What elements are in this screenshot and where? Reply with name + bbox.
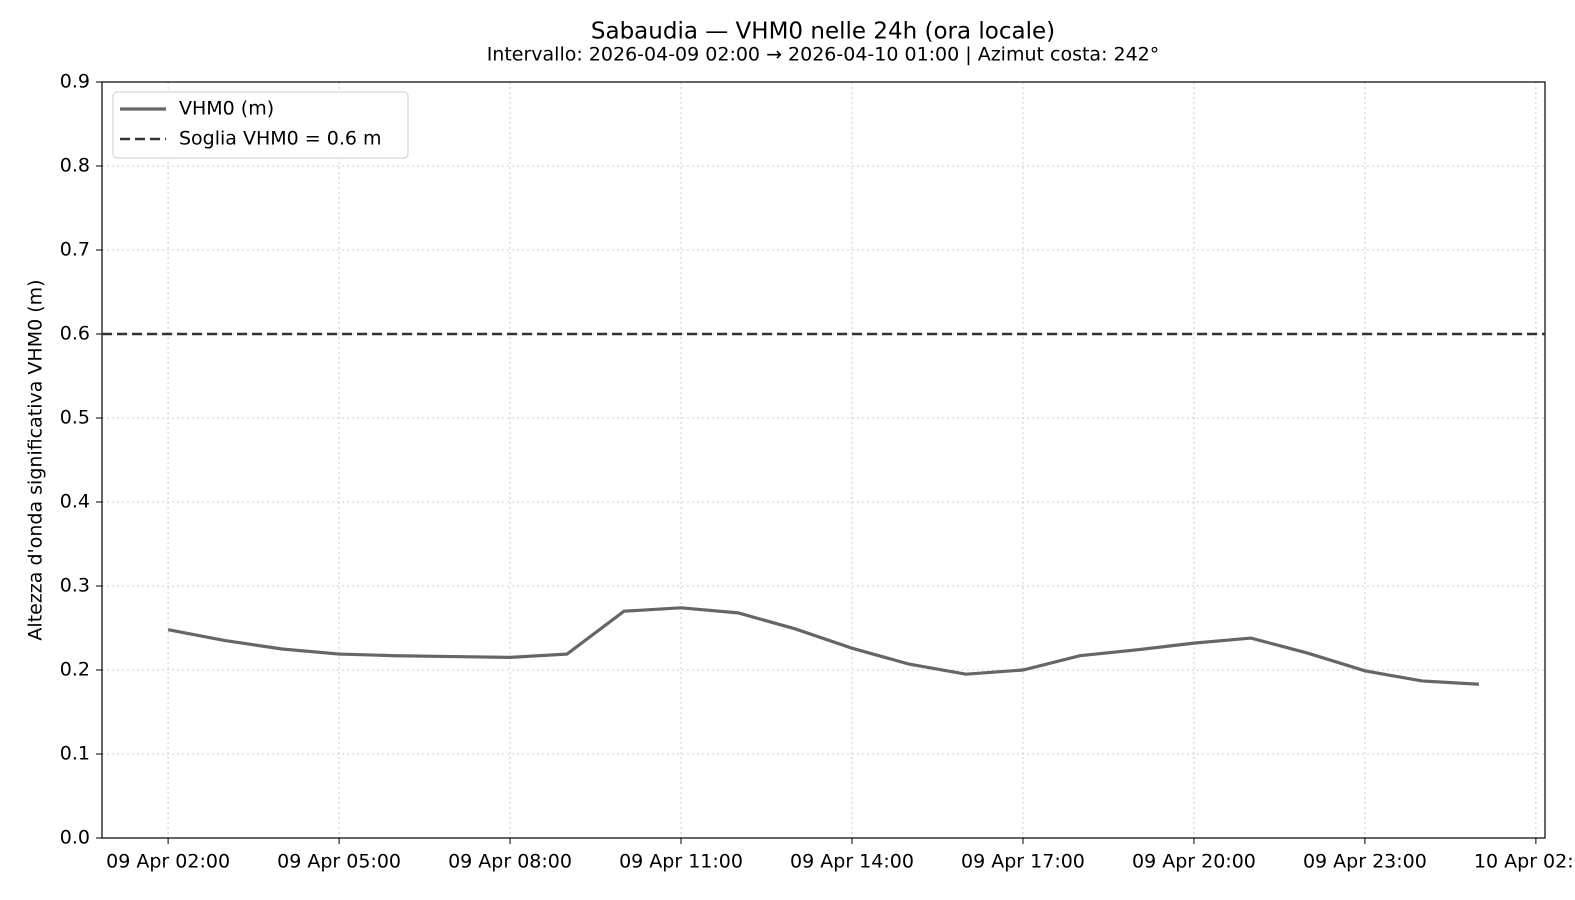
x-tick-label: 10 Apr 02:00 xyxy=(1474,851,1575,873)
y-tick-label: 0.9 xyxy=(60,71,90,93)
y-tick-label: 0.8 xyxy=(60,155,90,177)
x-tick-label: 09 Apr 20:00 xyxy=(1132,851,1256,873)
chart-title: Sabaudia — VHM0 nelle 24h (ora locale) xyxy=(591,19,1055,45)
x-tick-label: 09 Apr 14:00 xyxy=(790,851,914,873)
y-axis-label: Altezza d'onda significativa VHM0 (m) xyxy=(25,279,47,640)
y-tick-label: 0.5 xyxy=(60,407,90,429)
x-tick-label: 09 Apr 08:00 xyxy=(448,851,572,873)
y-tick-label: 0.2 xyxy=(60,659,90,681)
x-tick-label: 09 Apr 02:00 xyxy=(106,851,230,873)
chart-subtitle: Intervallo: 2026-04-09 02:00 → 2026-04-1… xyxy=(487,44,1160,66)
x-tick-label: 09 Apr 11:00 xyxy=(619,851,743,873)
x-tick-label: 09 Apr 23:00 xyxy=(1303,851,1427,873)
y-tick-label: 0.7 xyxy=(60,239,90,261)
legend-box xyxy=(112,91,409,159)
legend-label: Soglia VHM0 = 0.6 m xyxy=(179,128,382,150)
x-tick-label: 09 Apr 17:00 xyxy=(961,851,1085,873)
legend-label: VHM0 (m) xyxy=(179,98,274,120)
data-line xyxy=(167,606,1479,686)
y-tick-label: 0.6 xyxy=(60,323,90,345)
y-tick-label: 0.0 xyxy=(60,827,90,849)
y-tick-label: 0.3 xyxy=(60,575,90,597)
y-tick-label: 0.1 xyxy=(60,743,90,765)
y-tick-label: 0.4 xyxy=(60,491,90,513)
x-tick-label: 09 Apr 05:00 xyxy=(277,851,401,873)
plot-frame xyxy=(101,81,1546,839)
